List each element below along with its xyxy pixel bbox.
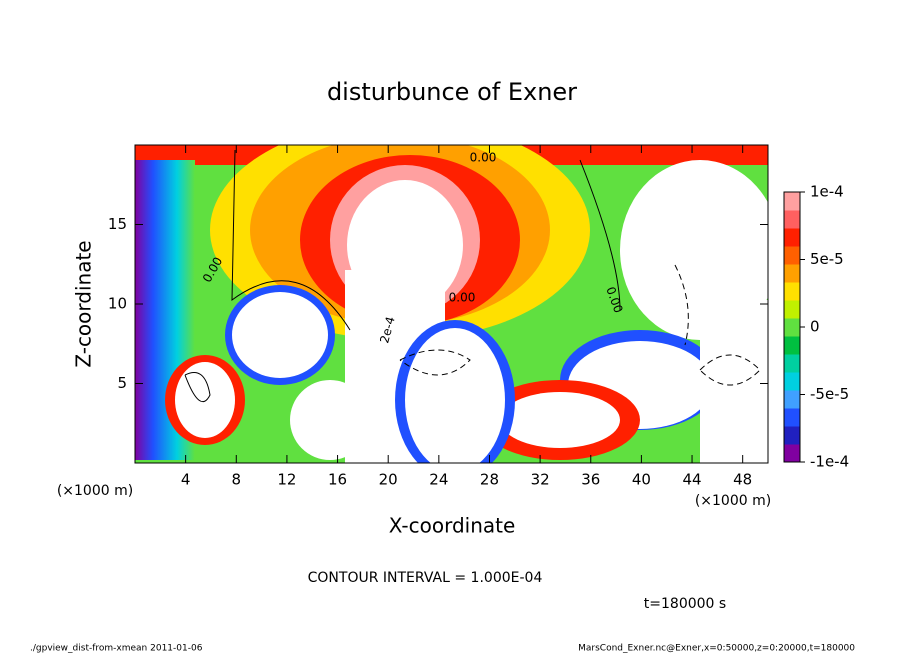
contour-label: 0.00 xyxy=(470,151,497,165)
x-axis-label: X-coordinate xyxy=(389,514,516,538)
x-tick-label: 12 xyxy=(277,471,296,489)
colorbar-tick-label: 1e-4 xyxy=(810,183,844,201)
x-tick-label: 16 xyxy=(328,471,347,489)
contour-interval: CONTOUR INTERVAL = 1.000E-04 xyxy=(308,570,543,586)
x-unit-label: (×1000 m) xyxy=(695,493,771,509)
colorbar-swatch xyxy=(784,426,800,445)
y-tick-label: 10 xyxy=(108,295,127,313)
colorbar-swatch xyxy=(784,354,800,373)
footer-right: MarsCond_Exner.nc@Exner,x=0:50000,z=0:20… xyxy=(578,644,855,654)
time-label: t=180000 s xyxy=(644,596,726,612)
y-axis-label: Z-coordinate xyxy=(72,240,96,367)
x-tick-label: 44 xyxy=(682,471,701,489)
colorbar-swatch xyxy=(784,372,800,391)
colorbar-swatch xyxy=(784,228,800,247)
colorbar-swatch xyxy=(784,246,800,265)
colorbar-swatch xyxy=(784,444,800,463)
colorbar-swatch xyxy=(784,336,800,355)
footer-left: ./gpview_dist-from-xmean 2011-01-06 xyxy=(30,644,203,654)
colorbar-swatch xyxy=(784,282,800,301)
x-tick-label: 28 xyxy=(480,471,499,489)
colorbar-tick-label: 0 xyxy=(810,318,820,336)
colorbar-swatch xyxy=(784,390,800,409)
x-tick-label: 36 xyxy=(581,471,600,489)
colorbar-swatch xyxy=(784,300,800,319)
x-tick-label: 4 xyxy=(181,471,191,489)
x-unit-label: (×1000 m) xyxy=(57,483,133,499)
x-tick-label: 8 xyxy=(232,471,242,489)
x-tick-label: 40 xyxy=(632,471,651,489)
colorbar-swatch xyxy=(784,408,800,427)
x-tick-label: 20 xyxy=(379,471,398,489)
x-tick-label: 32 xyxy=(531,471,550,489)
colorbar-swatch xyxy=(784,264,800,283)
y-tick-label: 5 xyxy=(117,374,127,392)
colorbar-swatch xyxy=(784,210,800,229)
colorbar-swatch xyxy=(784,318,800,337)
field xyxy=(135,145,768,463)
x-tick-label: 24 xyxy=(429,471,448,489)
y-tick-label: 15 xyxy=(108,215,127,233)
colorbar-tick-label: 5e-5 xyxy=(810,250,844,268)
chart-title: disturbunce of Exner xyxy=(327,78,577,106)
x-tick-label: 48 xyxy=(733,471,752,489)
contour-label: 0.00 xyxy=(449,291,476,305)
colorbar-tick-label: -1e-4 xyxy=(810,453,849,471)
contour-label: 2e-4 xyxy=(377,315,398,345)
colorbar-tick-label: -5e-5 xyxy=(810,385,849,403)
colorbar-swatch xyxy=(784,192,800,211)
